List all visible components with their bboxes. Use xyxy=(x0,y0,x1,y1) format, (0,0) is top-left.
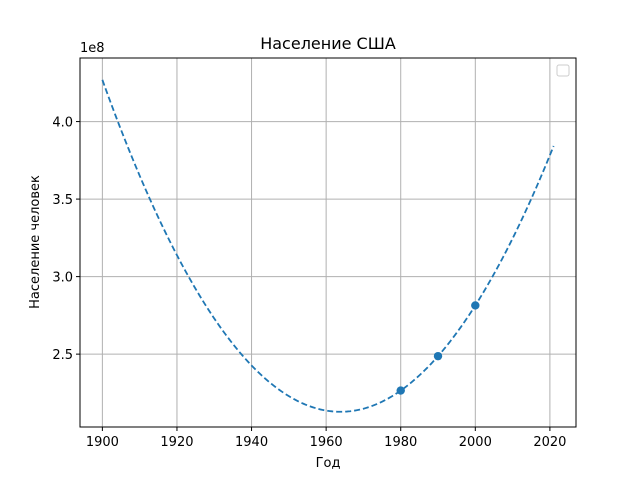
scatter-point xyxy=(433,351,443,361)
y-tick-label: 2.5 xyxy=(52,348,73,363)
y-ticks: 2.5 3.0 3.5 4.0 xyxy=(52,116,80,363)
plot-data xyxy=(101,79,555,413)
y-offset-text: 1e8 xyxy=(80,41,105,56)
y-axis-label: Население человек xyxy=(28,175,43,309)
x-axis-label: Год xyxy=(316,456,341,471)
x-ticks: 1900 1920 1940 1960 1980 2000 2020 xyxy=(86,427,566,450)
x-tick-label: 1900 xyxy=(86,435,119,450)
chart-title: Население США xyxy=(260,34,396,53)
y-tick-label: 4.0 xyxy=(52,116,73,131)
fit-curve-line xyxy=(101,79,555,413)
plot-frame xyxy=(79,57,577,428)
scatter-point xyxy=(396,386,405,395)
legend-box xyxy=(556,64,570,77)
x-tick-label: 1920 xyxy=(160,435,193,450)
x-tick-label: 2020 xyxy=(533,435,566,450)
x-tick-label: 1980 xyxy=(384,435,417,450)
y-tick-label: 3.5 xyxy=(52,193,73,208)
x-tick-label: 2000 xyxy=(459,435,492,450)
scatter-point xyxy=(471,301,480,310)
x-tick-label: 1960 xyxy=(310,435,343,450)
x-tick-label: 1940 xyxy=(235,435,268,450)
grid xyxy=(80,58,576,427)
y-tick-label: 3.0 xyxy=(52,271,73,286)
